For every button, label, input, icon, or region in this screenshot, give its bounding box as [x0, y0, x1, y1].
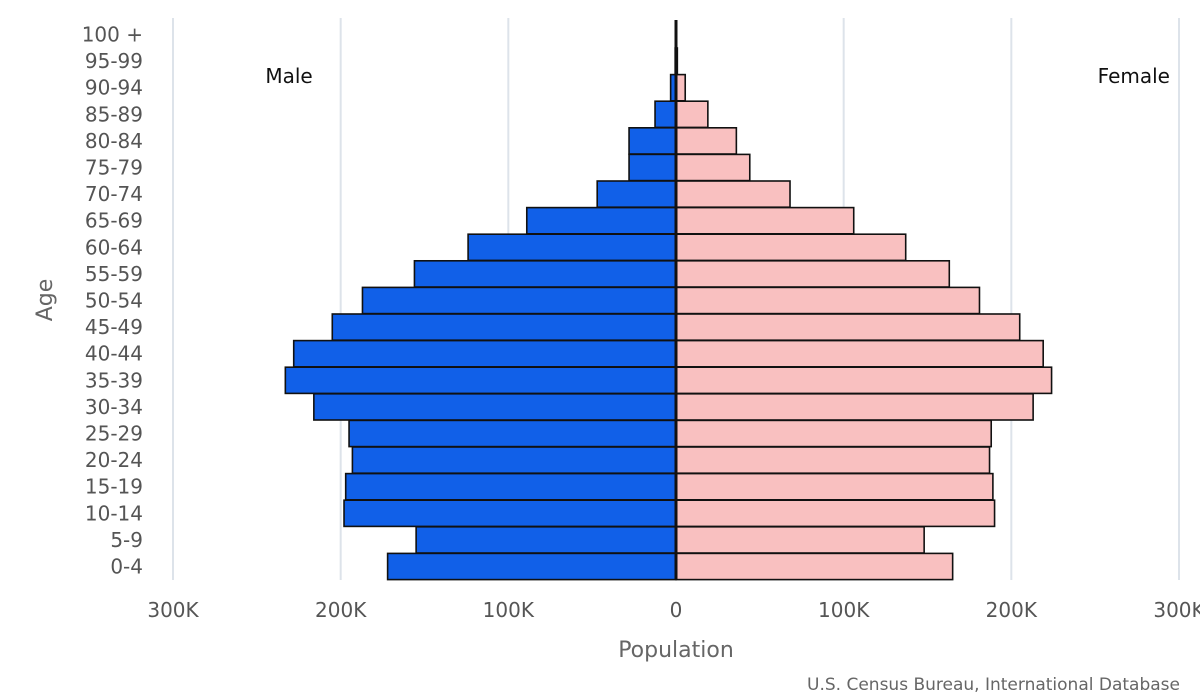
- y-tick-label: 60-64: [85, 235, 143, 259]
- y-tick-label: 50-54: [85, 289, 143, 313]
- male-bar-40-44: [292, 339, 677, 368]
- x-tick-label: 300K: [1153, 598, 1200, 622]
- female-bar-15-19: [675, 472, 994, 501]
- female-bar-5-9: [675, 525, 925, 554]
- male-bar-35-39: [284, 366, 677, 395]
- male-bar-5-9: [415, 525, 677, 554]
- male-series-label: Male: [265, 64, 312, 88]
- female-bar-10-14: [675, 499, 996, 528]
- male-bar-30-34: [313, 392, 677, 421]
- female-bar-50-54: [675, 286, 981, 315]
- male-bar-75-79: [628, 153, 677, 182]
- x-tick-label: 100K: [818, 598, 870, 622]
- y-tick-label: 90-94: [85, 76, 143, 100]
- male-bar-10-14: [343, 499, 677, 528]
- male-bar-15-19: [344, 472, 677, 501]
- y-tick-label: 70-74: [85, 182, 143, 206]
- y-tick-label: 100 +: [82, 23, 143, 47]
- x-tick-label: 0: [670, 598, 683, 622]
- y-tick-label: 80-84: [85, 129, 143, 153]
- female-bar-70-74: [675, 180, 791, 209]
- x-axis-title: Population: [618, 638, 734, 663]
- female-bar-25-29: [675, 419, 993, 448]
- female-bar-60-64: [675, 233, 907, 262]
- male-bar-45-49: [331, 313, 677, 342]
- female-bar-55-59: [675, 259, 951, 288]
- male-bar-25-29: [348, 419, 677, 448]
- x-axis-tick-labels: 300K 200K 100K 0 100K 200K 300K: [147, 598, 1200, 622]
- y-tick-label: 35-39: [85, 368, 143, 392]
- y-tick-label: 45-49: [85, 315, 143, 339]
- female-bar-65-69: [675, 206, 855, 235]
- y-tick-label: 30-34: [85, 395, 143, 419]
- y-tick-label: 85-89: [85, 102, 143, 126]
- y-tick-label: 95-99: [85, 49, 143, 73]
- y-tick-label: 75-79: [85, 156, 143, 180]
- female-bar-85-89: [675, 100, 709, 129]
- male-bar-60-64: [467, 233, 677, 262]
- y-tick-label: 0-4: [110, 555, 143, 579]
- female-bar-80-84: [675, 127, 738, 155]
- source-credit: U.S. Census Bureau, International Databa…: [807, 675, 1180, 695]
- y-tick-label: 55-59: [85, 262, 143, 286]
- x-tick-label: 200K: [986, 598, 1038, 622]
- y-tick-label: 5-9: [110, 528, 143, 552]
- male-bar-80-84: [628, 127, 677, 155]
- female-bar-30-34: [675, 392, 1034, 421]
- y-tick-label: 15-19: [85, 475, 143, 499]
- female-bar-75-79: [675, 153, 751, 182]
- male-bar-85-89: [654, 100, 677, 129]
- y-tick-label: 40-44: [85, 342, 143, 366]
- male-bar-65-69: [525, 206, 677, 235]
- female-bar-0-4: [675, 552, 954, 581]
- y-tick-label: 10-14: [85, 501, 143, 525]
- bars: [284, 20, 1053, 581]
- x-tick-label: 100K: [483, 598, 535, 622]
- y-tick-label: 20-24: [85, 448, 143, 472]
- male-bar-55-59: [413, 259, 677, 288]
- female-bar-45-49: [675, 313, 1021, 342]
- y-tick-label: 25-29: [85, 422, 143, 446]
- male-bar-20-24: [351, 446, 677, 475]
- male-bar-50-54: [361, 286, 677, 315]
- female-bar-20-24: [675, 446, 991, 475]
- x-tick-label: 300K: [147, 598, 199, 622]
- y-tick-label: 65-69: [85, 209, 143, 233]
- x-tick-label: 200K: [315, 598, 367, 622]
- female-bar-40-44: [675, 339, 1044, 368]
- male-bar-0-4: [386, 552, 677, 581]
- female-series-label: Female: [1098, 64, 1170, 88]
- male-bar-70-74: [596, 180, 677, 209]
- female-bar-35-39: [675, 366, 1053, 395]
- y-axis-title: Age: [33, 279, 58, 322]
